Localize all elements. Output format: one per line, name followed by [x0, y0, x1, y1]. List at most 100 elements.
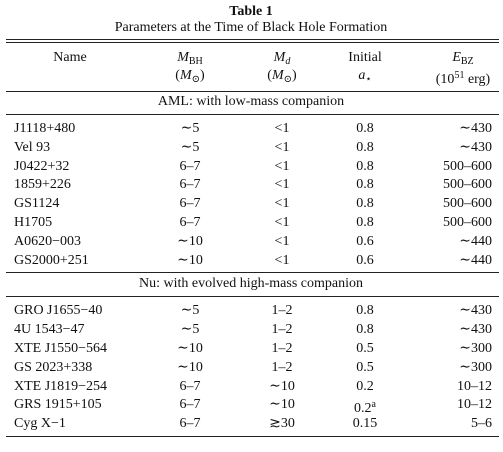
header-text: BH — [188, 56, 203, 67]
table-cell: ∼5 — [180, 303, 200, 319]
table-cell: 0.8 — [356, 322, 374, 338]
header-text: Name — [53, 50, 87, 65]
header-text: M — [177, 50, 189, 65]
table-cell: <1 — [274, 121, 290, 136]
table-cell: GRS 1915+105 — [14, 397, 102, 413]
table-cell: Vel 93 — [14, 139, 51, 155]
table-cell: 10–12 — [457, 397, 492, 413]
table-cell: ∼10 — [269, 397, 295, 413]
table-cell: GS1124 — [14, 196, 60, 212]
header-text: d — [285, 56, 291, 67]
footnote-mark: a — [371, 399, 376, 411]
header-text: ⊙ — [191, 74, 201, 85]
table-cell: ∼5 — [180, 322, 200, 338]
table-cell: 0.5 — [356, 341, 374, 356]
table-cell: XTE J1819−254 — [14, 378, 108, 394]
table-cell: 1–2 — [271, 322, 293, 338]
table-cell: 1859+226 — [14, 177, 71, 193]
table-cell: GS 2023+338 — [14, 359, 93, 375]
table-subtitle: Parameters at the Time of Black Hole For… — [114, 20, 388, 35]
table-cell: 6–7 — [179, 416, 201, 432]
table-cell: 0.8 — [356, 303, 374, 319]
table-cell: ∼440 — [459, 252, 492, 268]
table-cell: 6–7 — [179, 158, 201, 174]
table-cell: 0.8 — [356, 177, 374, 193]
table-cell: 0.8 — [356, 196, 374, 212]
table-cell: ∼440 — [459, 233, 492, 249]
header-text: Initial — [348, 50, 382, 65]
table-cell: <1 — [274, 252, 290, 268]
rule — [6, 296, 499, 298]
table-cell: ∼430 — [459, 322, 492, 338]
table-cell: J1118+480 — [14, 121, 76, 136]
table-cell: 500–600 — [443, 196, 492, 212]
cell-text: 0.2 — [354, 401, 372, 417]
header-cell: a⋆ — [358, 68, 371, 88]
table-cell: 1–2 — [271, 303, 293, 319]
header-cell: (1051 erg) — [436, 68, 490, 88]
header-text: ) — [292, 68, 297, 83]
table-cell: ∼430 — [459, 303, 492, 319]
header-text: erg) — [464, 72, 491, 87]
table-cell: 0.8 — [356, 158, 374, 174]
table-cell: 6–7 — [179, 397, 201, 413]
table-cell: 500–600 — [443, 158, 492, 174]
header-cell: (M⊙) — [267, 68, 296, 88]
table-cell: <1 — [274, 215, 290, 230]
header-cell: (M⊙) — [175, 68, 204, 88]
section-label: Nu: with evolved high-mass companion — [139, 276, 363, 292]
header-text: ⊙ — [283, 74, 293, 85]
header-text: ⋆ — [365, 74, 372, 85]
header-text: ( — [175, 68, 180, 83]
header-text: ) — [200, 68, 205, 83]
table-cell: J0422+32 — [14, 158, 70, 174]
rule — [6, 114, 499, 115]
table-cell: 500–600 — [443, 215, 492, 230]
table-cell: 500–600 — [443, 177, 492, 193]
table-cell: 1–2 — [271, 341, 293, 356]
table-cell: 0.2 — [356, 378, 374, 394]
rule — [6, 42, 499, 43]
table-cell: 1–2 — [271, 359, 293, 375]
header-text: (10 — [435, 72, 455, 87]
table-cell: 0.6 — [356, 233, 374, 249]
table-cell: 6–7 — [179, 378, 201, 394]
table-cell: 0.8 — [356, 139, 374, 155]
table-cell: <1 — [274, 177, 290, 193]
table-cell: Cyg X−1 — [14, 416, 66, 432]
header-text: a — [358, 68, 366, 83]
table-cell: ∼5 — [180, 121, 200, 136]
table-title: Table 1 — [229, 4, 273, 19]
section-label: AML: with low-mass companion — [157, 94, 345, 109]
header-text: M — [179, 68, 192, 83]
header-cell: Md — [274, 50, 291, 70]
table-cell: XTE J1550−564 — [14, 341, 108, 356]
header-cell: Name — [53, 50, 86, 66]
table-cell: 0.6 — [356, 252, 374, 268]
header-cell: MBH — [177, 50, 203, 70]
table-cell: 0.5 — [356, 359, 374, 375]
table-cell: ∼10 — [269, 378, 295, 394]
table-cell: 6–7 — [179, 177, 201, 193]
header-text: M — [273, 50, 286, 65]
table-cell: H1705 — [14, 215, 53, 230]
rule — [6, 436, 499, 437]
table-cell: ∼300 — [459, 341, 492, 356]
table-cell: ∼5 — [180, 139, 200, 155]
header-text: M — [271, 68, 284, 83]
header-cell: Initial — [348, 50, 381, 66]
table-cell: 0.8 — [356, 121, 374, 136]
table-cell: 0.8 — [356, 215, 374, 230]
rule — [6, 39, 499, 40]
table-cell: ∼430 — [459, 121, 492, 136]
header-text: ( — [267, 68, 272, 83]
table-cell: <1 — [274, 139, 290, 155]
table-cell: 5–6 — [471, 416, 492, 432]
table-cell: A0620−003 — [14, 233, 82, 249]
table-cell: 6–7 — [179, 215, 201, 230]
rule — [6, 91, 499, 92]
table-cell: 4U 1543−47 — [14, 322, 85, 338]
table-cell: ∼430 — [459, 139, 492, 155]
table-cell: ∼10 — [177, 252, 203, 268]
